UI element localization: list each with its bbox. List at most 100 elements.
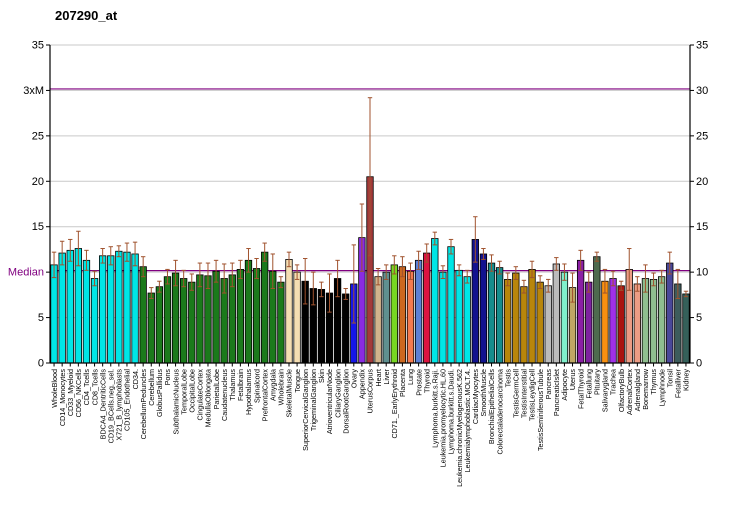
- x-tick-label: TrigeminalGanglion: [309, 369, 318, 431]
- x-tick-label: Bonemarrow: [641, 368, 650, 410]
- x-tick-label: TemporalLobe: [179, 369, 188, 415]
- x-tick-label: OccipitalLobe: [187, 369, 196, 413]
- x-tick-label: TestisInterstitial: [520, 369, 529, 419]
- x-tick-label: ParietalLobe: [212, 369, 221, 409]
- bar: [228, 274, 236, 364]
- bar: [90, 278, 99, 364]
- x-tick-label: Pituitary: [593, 369, 602, 395]
- x-tick-label: Liver: [382, 368, 391, 384]
- x-tick-label: AdrenalCortex: [625, 369, 634, 415]
- y-tick-label: 5: [696, 312, 702, 324]
- x-tick-label: CD105_Endothelial: [123, 369, 132, 431]
- bars: [50, 176, 690, 364]
- bar: [382, 271, 390, 364]
- bar: [398, 266, 407, 364]
- x-tick-label: Fetallung: [584, 369, 593, 399]
- bar: [495, 267, 504, 364]
- x-tick-label: Hypothalamus: [244, 369, 253, 415]
- x-tick-label: Adrenalgland: [633, 369, 642, 411]
- x-tick-label: SmoothMuscle: [479, 369, 488, 417]
- bar: [617, 285, 625, 364]
- bar: [139, 266, 147, 364]
- x-tick-label: Leukemialymphoblastic.MOLT.4.: [463, 369, 472, 472]
- x-tick-label: Spinalcord: [252, 369, 261, 403]
- x-tick-label: PancreaticIslet: [552, 369, 561, 416]
- bar: [82, 259, 91, 364]
- x-tick-label: CiliaryGanglion: [333, 369, 342, 418]
- x-tick-label: CD19_BCells.neg._sel.: [106, 369, 115, 443]
- probe-title: 207290_at: [55, 8, 118, 23]
- x-tick-label: Amygdala: [268, 369, 277, 401]
- y-tick-label: 5: [38, 312, 44, 324]
- bar: [552, 263, 560, 364]
- bar: [155, 286, 164, 364]
- x-tick-label: FetalThyroid: [576, 369, 585, 409]
- y-tick-label: 20: [32, 176, 44, 188]
- y-tick-label: 35: [696, 40, 708, 52]
- y-axis-left: 0 5 Median 15 20 25 3xM 35: [8, 40, 50, 370]
- x-tick-label: GlobusPallidus: [155, 369, 164, 417]
- x-tick-label: BDCA4_DentriticCells: [98, 369, 107, 440]
- x-tick-label: CD8_Tcells: [90, 369, 99, 406]
- x-tick-label: Adipocyte: [560, 369, 569, 401]
- x-tick-label: Wholebrain: [277, 369, 286, 405]
- y-tick-label: 0: [696, 358, 702, 370]
- x-tick-label: Lymphoma.burkitt.s.Raji.: [431, 369, 440, 448]
- bar: [236, 269, 245, 364]
- x-tick-label: Heart: [374, 369, 383, 387]
- x-tick-label: TestisSeminiferousTubule: [536, 369, 545, 451]
- bar: [342, 293, 350, 364]
- x-tick-label: Uterus: [568, 369, 577, 391]
- y-tick-label: 10: [696, 267, 708, 279]
- x-tick-label: CD4_Tcells: [82, 369, 91, 406]
- x-tick-label: Caudatenucleus: [220, 369, 229, 421]
- x-tick-label: Colorectaladenocarcinoma: [495, 369, 504, 455]
- x-axis-labels: WholeBlood CD14_Monocytes CD33_Myeloid CD56…: [50, 363, 691, 487]
- y-tick-label: 25: [696, 130, 708, 142]
- bar: [131, 253, 139, 364]
- bar: [212, 270, 220, 364]
- bar: [390, 264, 398, 364]
- x-tick-label: Fetalliver: [674, 368, 683, 398]
- y-tick-label: 0: [38, 358, 44, 370]
- x-tick-label: CD56_NKCells: [74, 369, 83, 418]
- bar: [115, 250, 123, 364]
- x-tick-label: Placenta: [398, 369, 407, 397]
- bar: [585, 281, 593, 364]
- x-tick-label: Ovary: [349, 369, 358, 389]
- x-tick-label: Appendix: [358, 369, 367, 399]
- x-tick-label: CD71._EarlyErythroid: [390, 369, 399, 439]
- x-tick-label: Tonsil: [665, 369, 674, 388]
- x-tick-label: CardiacMyocytes: [471, 369, 480, 425]
- error-bars: [51, 97, 689, 324]
- bar: [633, 283, 641, 364]
- x-tick-label: SuperiorCervicalGanglion: [301, 369, 310, 451]
- x-tick-label: Thymus: [649, 369, 658, 395]
- y-axis-right: 0 5 10 15 20 25 30 35: [690, 40, 708, 370]
- bar: [455, 269, 463, 364]
- bar: [536, 281, 544, 364]
- bar: [66, 249, 74, 364]
- x-tick-label: BronchialEpithelialCells: [487, 369, 496, 445]
- x-tick-label: Lung: [406, 369, 415, 385]
- bar: [180, 278, 188, 364]
- bar: [252, 268, 261, 364]
- bar: [609, 278, 617, 364]
- bar: [188, 281, 196, 364]
- y-tick-label: 30: [696, 85, 708, 97]
- bar: [657, 276, 666, 364]
- bar: [512, 272, 520, 364]
- x-tick-label: Tongue: [293, 369, 302, 393]
- x-tick-label: Skin: [317, 369, 326, 383]
- bar: [317, 289, 326, 364]
- bar: [423, 252, 431, 364]
- bar: [666, 262, 674, 364]
- y-tick-label: 35: [32, 40, 44, 52]
- bar: [171, 272, 180, 364]
- x-tick-label: Pons: [163, 369, 172, 386]
- bar: [576, 259, 585, 364]
- bar: [261, 251, 269, 364]
- bar: [406, 270, 415, 364]
- bar: [682, 293, 690, 364]
- x-tick-label: CD14_Monocytes: [58, 369, 67, 427]
